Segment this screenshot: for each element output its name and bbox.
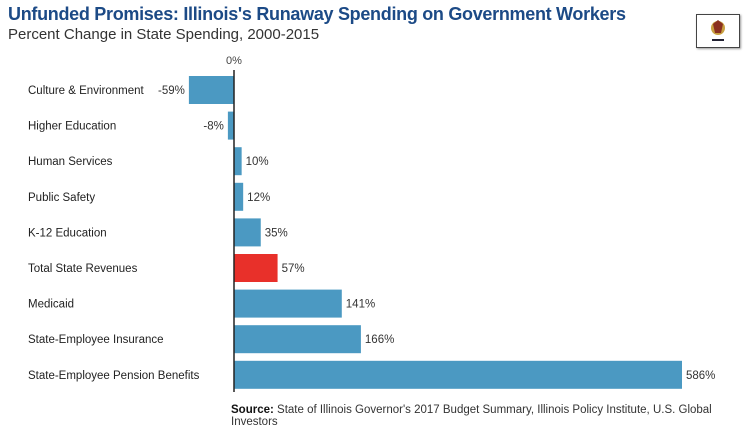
category-label: State-Employee Insurance	[28, 334, 164, 346]
bar	[234, 325, 361, 354]
category-label: Culture & Environment	[28, 85, 144, 97]
category-label: Human Services	[28, 156, 113, 168]
zero-tick-label: 0%	[226, 55, 242, 67]
value-label: -59%	[158, 85, 185, 97]
value-label: 35%	[265, 227, 288, 239]
bar	[234, 254, 278, 282]
bar	[234, 147, 242, 176]
value-label: 166%	[365, 334, 394, 346]
source-label: Source:	[231, 404, 274, 416]
bar	[234, 218, 261, 247]
bar	[234, 182, 244, 211]
value-label: 10%	[246, 156, 269, 168]
category-label: Higher Education	[28, 121, 116, 133]
value-label: 12%	[247, 192, 270, 204]
value-label: -8%	[203, 121, 223, 133]
source-text: State of Illinois Governor's 2017 Budget…	[231, 404, 712, 428]
value-label: 57%	[282, 263, 305, 275]
bar	[234, 289, 342, 318]
chart-subtitle: Percent Change in State Spending, 2000-2…	[8, 26, 320, 43]
category-label: K-12 Education	[28, 227, 107, 239]
bar	[227, 111, 234, 140]
category-label: Medicaid	[28, 299, 74, 311]
category-label: State-Employee Pension Benefits	[28, 370, 200, 382]
bar	[188, 76, 234, 104]
value-label: 141%	[346, 299, 375, 311]
source-note: Source: State of Illinois Governor's 201…	[231, 404, 756, 428]
category-label: Total State Revenues	[28, 263, 138, 275]
chart-title: Unfunded Promises: Illinois's Runaway Sp…	[8, 4, 626, 24]
illinois-flag-icon	[696, 14, 740, 48]
bar	[234, 360, 682, 389]
value-label: 586%	[686, 370, 715, 382]
category-label: Public Safety	[28, 192, 95, 204]
